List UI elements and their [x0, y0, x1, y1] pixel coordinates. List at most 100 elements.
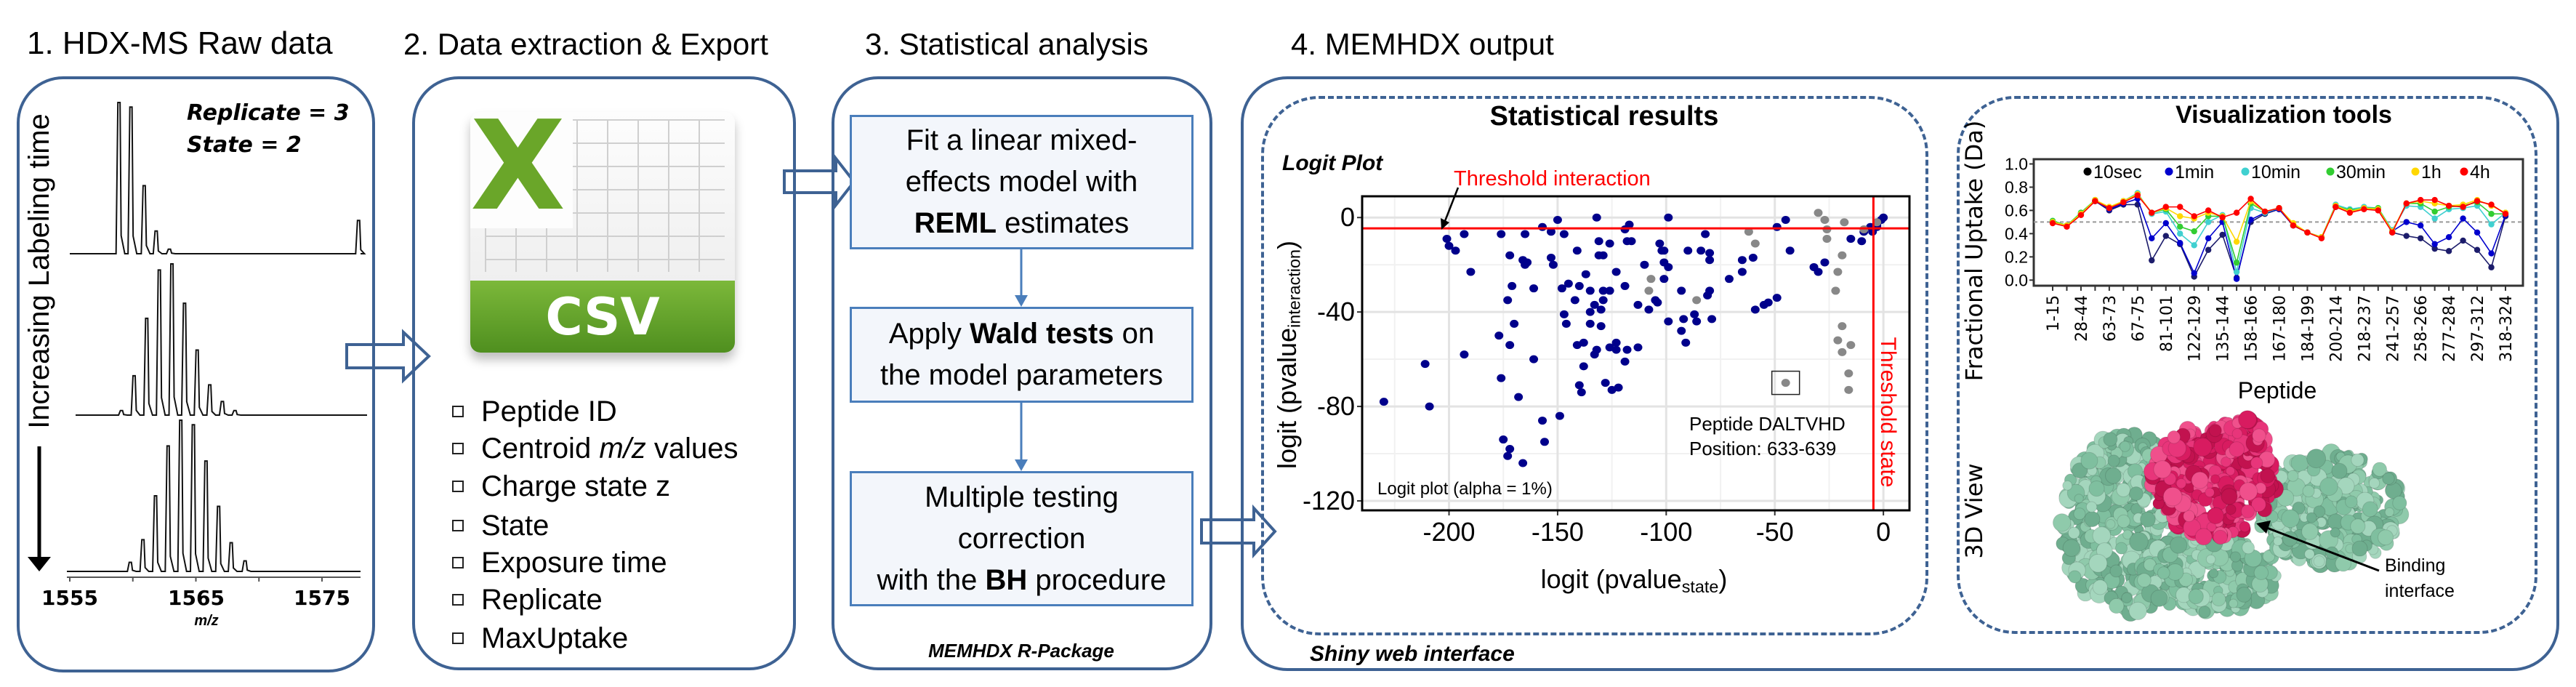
field-label: Exposure time	[481, 547, 667, 579]
logit-data-point	[1585, 308, 1595, 316]
logit-data-point	[1653, 298, 1662, 307]
uptake-data-point	[2290, 222, 2297, 229]
csv-band: CSV	[470, 281, 735, 353]
step-text-post: procedure	[1027, 563, 1167, 596]
step-bold-text: Wald tests	[970, 318, 1114, 350]
step-bold-text: REML	[914, 207, 997, 239]
y-tick-label: -80	[1317, 391, 1355, 421]
x-tick-label: 122-129	[2186, 295, 2205, 362]
logit-data-point	[1872, 218, 1882, 227]
logit-data-point	[1737, 268, 1747, 276]
logit-data-point	[1503, 296, 1513, 305]
legend-marker	[2165, 167, 2173, 176]
logit-data-point	[1572, 246, 1582, 255]
uptake-data-point	[2233, 260, 2240, 266]
mz-tick-1565: 1565	[168, 586, 225, 610]
logit-data-point	[1703, 291, 1712, 300]
field-peptide-id: Peptide ID	[452, 397, 617, 426]
logit-data-point	[1622, 345, 1632, 354]
logit-plot-border	[1361, 195, 1911, 512]
uptake-data-point	[2460, 237, 2466, 244]
protein-domain-surface	[2116, 483, 2131, 497]
alpha-note: Logit plot (alpha = 1%)	[1377, 479, 1553, 499]
protein-domain-surface	[2062, 480, 2073, 491]
uptake-data-point	[2233, 238, 2240, 245]
threshold-state-label: Threshold state	[1876, 337, 1900, 488]
logit-data-point	[1559, 230, 1569, 238]
logit-data-point	[1846, 234, 1856, 243]
logit-data-point	[1466, 268, 1476, 276]
panel-2-title: 2. Data extraction & Export	[403, 27, 768, 61]
uptake-data-point	[2333, 204, 2339, 210]
highlight-box	[1771, 370, 1800, 395]
flow-arrow-down-icon	[1015, 295, 1028, 307]
arrow-raw-to-export-icon	[345, 329, 431, 384]
legend-label: 1min	[2175, 162, 2214, 182]
labeling-time-arrow-head-icon	[28, 557, 51, 571]
y-tick-label: 0.0	[2005, 270, 2028, 289]
protein-domain-surface	[2105, 467, 2122, 484]
protein-domain-surface	[2129, 531, 2149, 552]
checkbox-icon	[452, 481, 464, 492]
protein-domain-surface	[2188, 588, 2204, 605]
threshold-interaction-label: Threshold interaction	[1454, 167, 1651, 190]
uptake-data-point	[2162, 220, 2169, 227]
logit-data-point	[1523, 258, 1532, 267]
logit-data-point	[1659, 275, 1669, 284]
logit-data-point	[1503, 451, 1513, 460]
protein-domain-surface	[2092, 579, 2108, 595]
uptake-data-point	[2276, 205, 2282, 212]
x-tick-label: 218-237	[2356, 295, 2374, 362]
mass-spectrum-trace	[67, 419, 361, 572]
checkbox-icon	[452, 594, 464, 606]
logit-data-point	[1585, 286, 1595, 295]
uptake-data-point	[2177, 239, 2183, 246]
logit-data-point	[1601, 379, 1610, 387]
logit-data-point	[1598, 296, 1608, 305]
protein-domain-surface	[2073, 507, 2086, 521]
logit-data-point	[1681, 338, 1691, 347]
uptake-data-point	[2191, 270, 2197, 276]
logit-data-point	[1594, 237, 1603, 246]
field-label: Charge state z	[481, 470, 671, 502]
uptake-data-point	[2134, 192, 2141, 198]
uptake-data-point	[2205, 219, 2212, 225]
logit-data-point	[1555, 411, 1564, 420]
uptake-data-point	[2417, 235, 2424, 241]
logit-data-point	[1553, 215, 1562, 224]
legend-label: 30min	[2336, 162, 2386, 182]
step-text: Multiple testing	[925, 481, 1119, 513]
logit-data-point	[1640, 260, 1649, 269]
checkbox-icon	[452, 443, 464, 454]
step-text-post: on	[1114, 318, 1155, 350]
x-tick-label: -100	[1640, 517, 1692, 547]
flow-arrow-down-icon	[1015, 459, 1028, 471]
protein-domain-surface	[2242, 541, 2255, 555]
logit-data-point	[1781, 379, 1790, 387]
uptake-data-point	[2177, 223, 2183, 230]
logit-data-point	[1844, 385, 1853, 394]
r-package-label: MEMHDX R-Package	[928, 640, 1114, 662]
logit-data-point	[1707, 315, 1717, 324]
x-tick-label: -150	[1531, 517, 1584, 547]
x-tick-label: 0	[1876, 517, 1891, 547]
axis-label-close: )	[1718, 564, 1728, 594]
logit-data-point	[1838, 322, 1847, 331]
protein-domain-surface	[2088, 553, 2108, 573]
field-label-italic: m/z	[599, 433, 646, 465]
uptake-data-point	[2403, 219, 2410, 225]
logit-data-point	[1518, 459, 1528, 467]
x-tick-label: 184-199	[2299, 295, 2317, 362]
mass-spectrum-trace	[70, 102, 366, 254]
logit-data-point	[1692, 317, 1702, 326]
x-tick-label: 67-75	[2130, 295, 2148, 342]
uptake-data-point	[2474, 198, 2481, 204]
uptake-data-point	[2219, 231, 2226, 238]
logit-data-point	[1460, 230, 1469, 238]
protein-domain-surface	[2178, 572, 2194, 587]
uptake-data-point	[2403, 200, 2410, 207]
legend-marker	[2326, 167, 2335, 176]
uptake-data-point	[2205, 246, 2212, 253]
protein-domain-surface	[2103, 432, 2118, 447]
uptake-data-point	[2120, 199, 2127, 206]
